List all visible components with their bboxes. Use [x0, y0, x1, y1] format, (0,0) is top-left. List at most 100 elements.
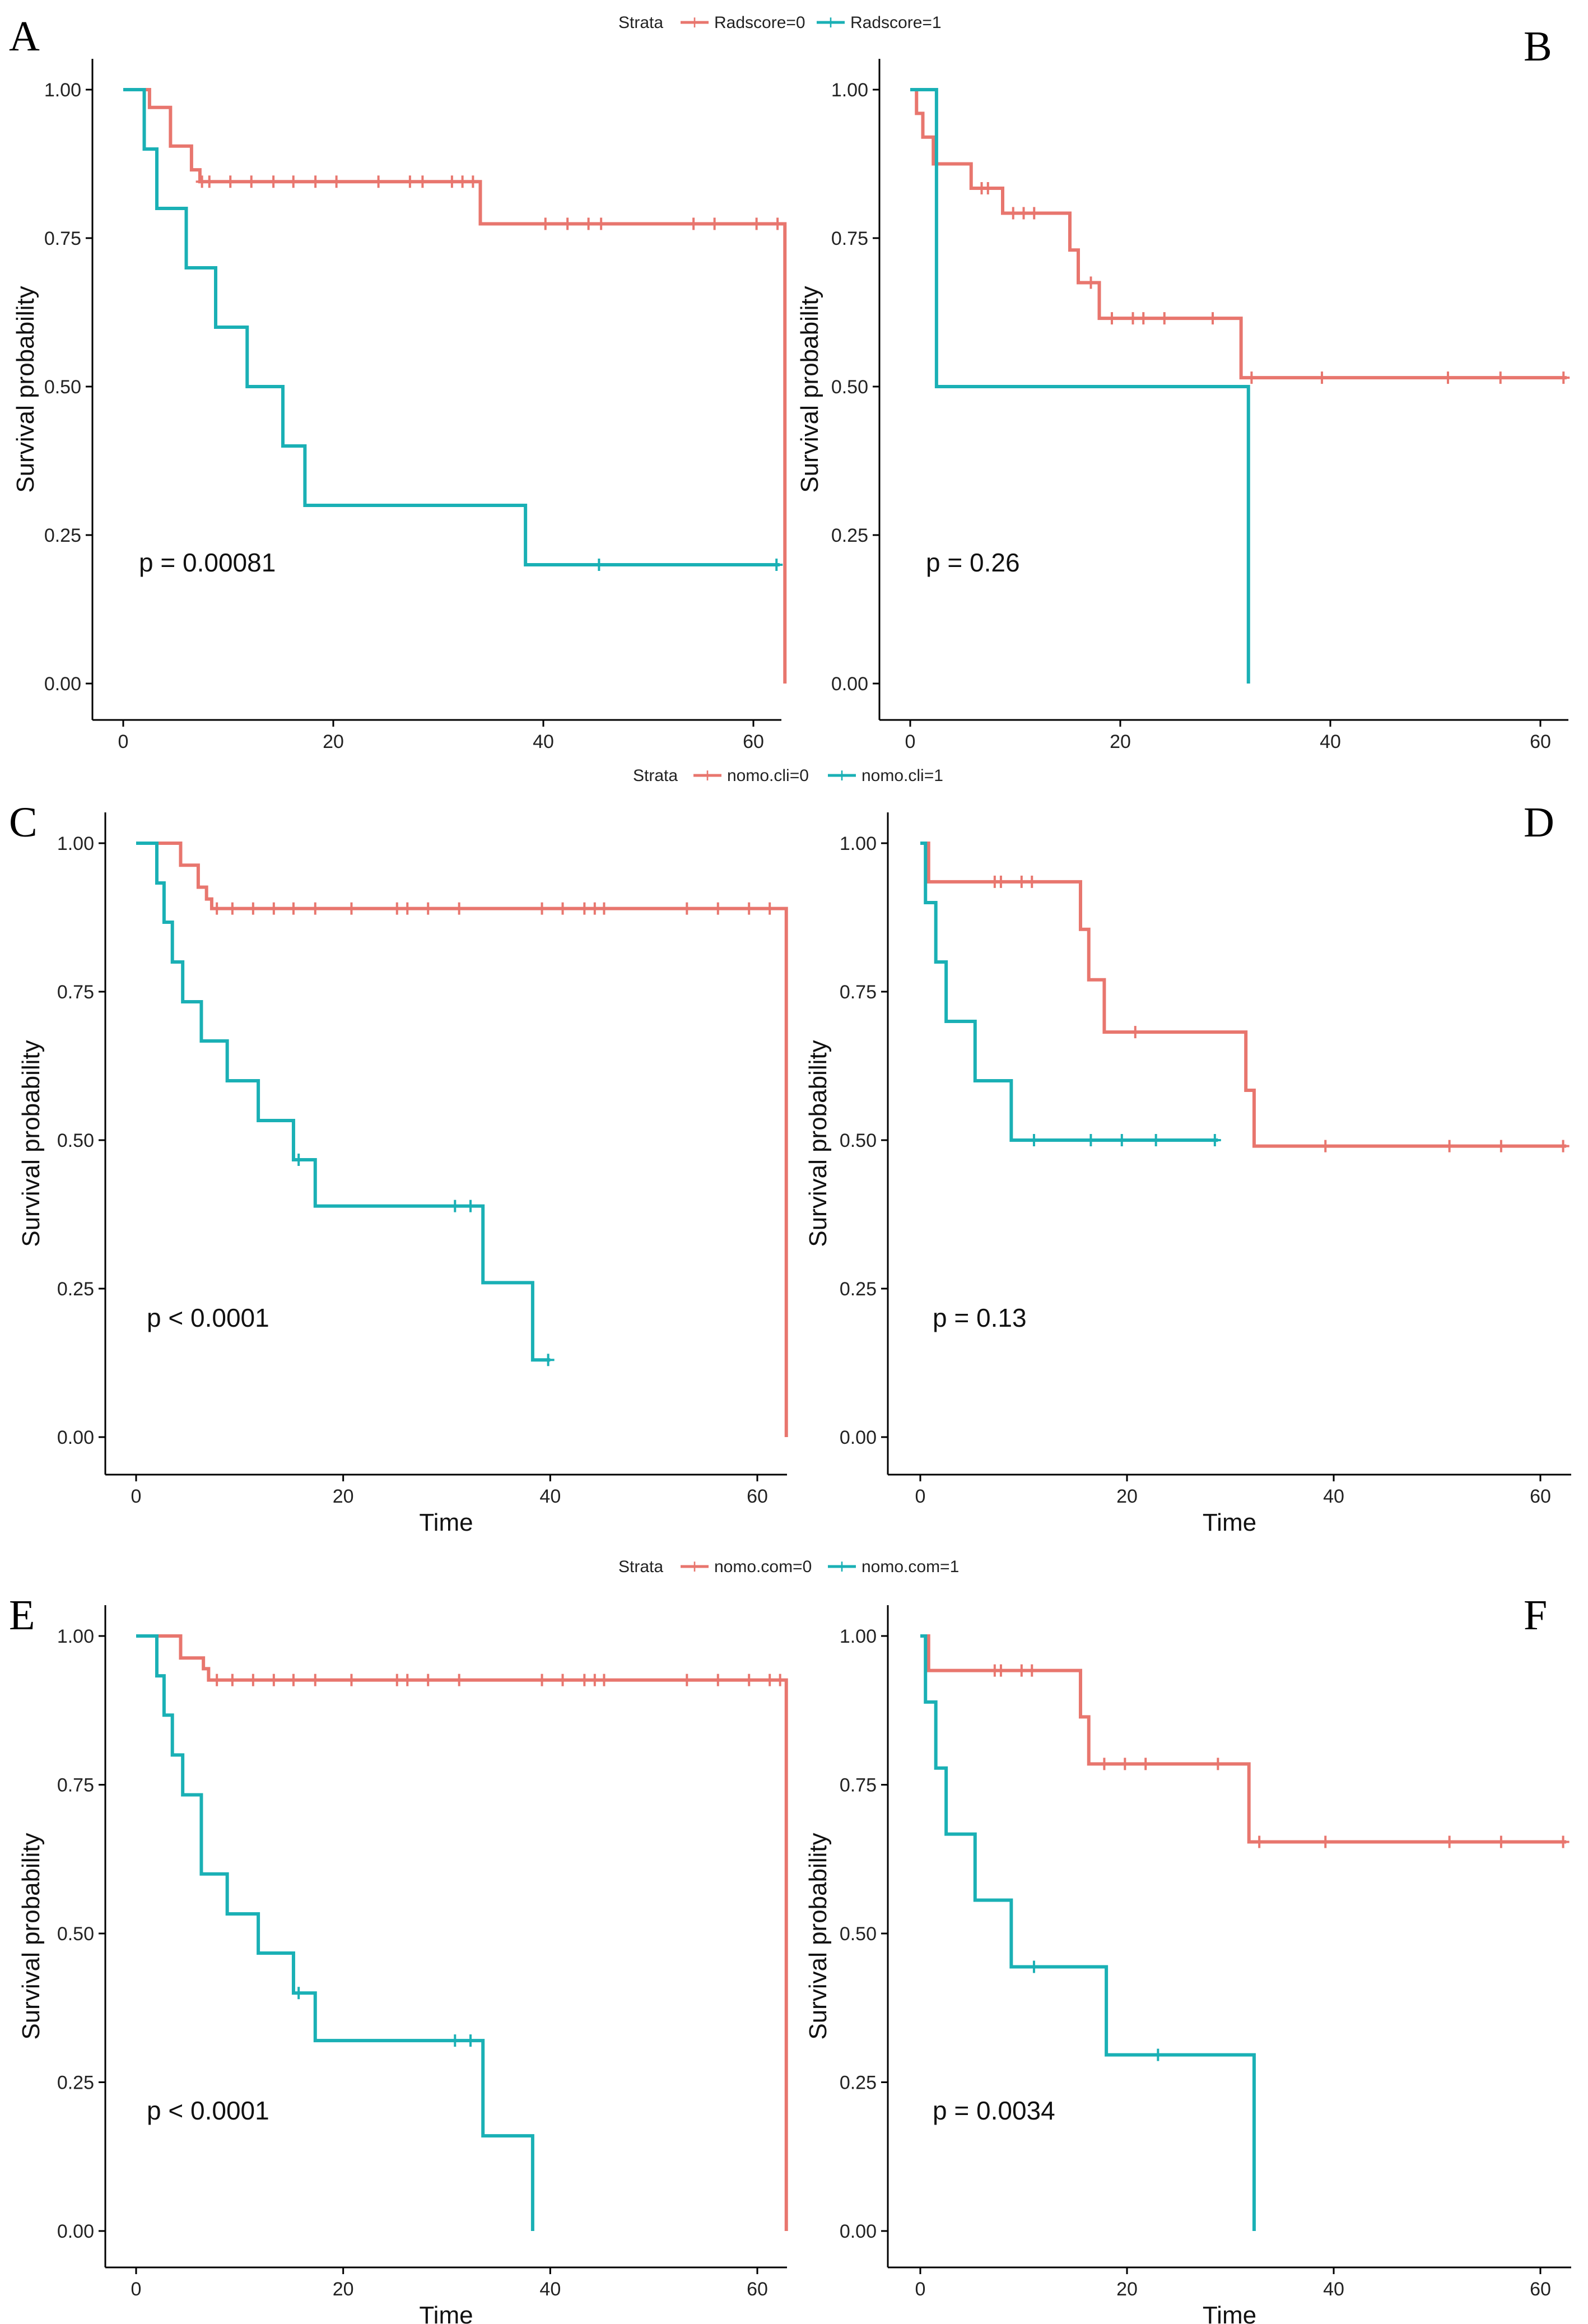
censor-mark — [1557, 1140, 1570, 1152]
censor-mark — [1098, 1758, 1111, 1770]
censor-mark — [345, 1674, 358, 1686]
censor-mark — [416, 175, 429, 188]
censor-mark — [556, 902, 569, 915]
censor-mark — [1442, 371, 1454, 384]
legend-2-label-0: nomo.cli=0 — [727, 766, 809, 785]
legend-3-label-0: nomo.com=0 — [714, 1558, 812, 1576]
panel-letter: E — [9, 1592, 35, 1639]
x-tick-label: 60 — [743, 731, 764, 752]
censor-mark — [1028, 207, 1041, 220]
p-value-label: p = 0.0034 — [933, 2096, 1055, 2125]
censor-mark — [598, 1674, 611, 1686]
x-tick-label: 40 — [539, 1486, 561, 1507]
y-tick-label: 0.00 — [831, 673, 868, 695]
y-axis-title: Survival probability — [804, 1040, 832, 1247]
censor-mark — [994, 875, 1007, 888]
survival-curve-group1 — [910, 88, 1250, 684]
censor-mark — [750, 217, 763, 230]
x-tick-label: 0 — [131, 1486, 142, 1507]
x-tick-label: 20 — [323, 731, 344, 752]
censor-mark — [1319, 1140, 1332, 1152]
censor-mark — [211, 902, 223, 915]
censor-mark — [287, 175, 300, 188]
censor-mark — [1007, 207, 1019, 220]
censor-mark — [390, 1674, 403, 1686]
legend-1-label-0: Radscore=0 — [714, 13, 805, 32]
censor-mark — [542, 1354, 555, 1366]
censor-mark — [687, 217, 700, 230]
p-value-label: p < 0.0001 — [147, 2096, 269, 2125]
censor-mark — [535, 1674, 548, 1686]
censor-mark — [681, 902, 693, 915]
x-tick-label: 20 — [333, 1486, 354, 1507]
x-tick-label: 60 — [1530, 2279, 1551, 2300]
censor-mark — [453, 1674, 465, 1686]
x-tick-label: 0 — [915, 1486, 926, 1507]
survival-curve-group0 — [920, 842, 1567, 1148]
x-tick-label: 40 — [1323, 1486, 1344, 1507]
censor-mark — [1026, 875, 1039, 888]
censor-mark — [1494, 1140, 1507, 1152]
x-tick-label: 20 — [333, 2279, 354, 2300]
legend-row-3: Strata + nomo.com=0 + nomo.com=1 — [618, 1555, 959, 1578]
censor-mark — [449, 1200, 462, 1212]
y-tick-label: 0.75 — [831, 228, 868, 249]
y-tick-label: 0.50 — [840, 1130, 877, 1151]
legend-1-cross-0: + — [688, 11, 700, 34]
censor-mark — [267, 1674, 280, 1686]
censor-mark — [1026, 1664, 1039, 1677]
censor-mark — [1015, 1664, 1028, 1677]
legend-2-cross-1: + — [836, 764, 847, 787]
censor-mark — [1129, 1026, 1142, 1039]
censor-mark — [681, 1674, 693, 1686]
censor-mark — [556, 1674, 569, 1686]
y-tick-label: 0.00 — [44, 673, 81, 695]
y-tick-label: 0.00 — [57, 2221, 94, 2242]
censor-mark — [309, 902, 322, 915]
legend-1-cross-1: + — [825, 11, 836, 34]
censor-mark — [464, 2034, 477, 2047]
survival-curve-group1 — [920, 1634, 1256, 2231]
y-tick-label: 0.25 — [840, 2072, 877, 2094]
censor-mark — [1207, 312, 1219, 325]
censor-mark — [708, 217, 721, 230]
censor-mark — [345, 902, 358, 915]
censor-mark — [539, 217, 552, 230]
x-axis-title: Time — [419, 2302, 473, 2324]
survival-curve-group1 — [136, 1634, 534, 2231]
survival-curve-group0 — [136, 1634, 788, 2231]
censor-mark — [593, 559, 606, 571]
censor-mark — [1494, 371, 1507, 384]
p-value-label: p = 0.26 — [926, 548, 1020, 577]
censor-mark — [1212, 1758, 1224, 1770]
x-tick-label: 40 — [1323, 2279, 1344, 2300]
panel-a: A 0.00 0.25 0.50 0.75 1.00 0 20 40 60 Survival pro… — [9, 13, 787, 752]
censor-mark — [1027, 1134, 1040, 1146]
censor-mark — [1557, 1835, 1570, 1848]
censor-mark — [226, 902, 239, 915]
censor-mark — [1443, 1140, 1456, 1152]
censor-mark — [1557, 371, 1570, 384]
y-tick-label: 0.25 — [840, 1279, 877, 1300]
censor-mark — [464, 1200, 477, 1212]
censor-mark — [267, 902, 280, 915]
censor-mark — [994, 1664, 1007, 1677]
legend-3-title: Strata — [618, 1558, 663, 1576]
censor-mark — [1494, 1835, 1507, 1848]
x-tick-label: 20 — [1116, 2279, 1138, 2300]
x-tick-label: 0 — [915, 2279, 926, 2300]
censor-mark — [456, 175, 469, 188]
censor-mark — [453, 902, 465, 915]
censor-mark — [246, 1674, 259, 1686]
x-tick-label: 40 — [533, 731, 554, 752]
censor-mark — [743, 902, 756, 915]
y-tick-label: 0.00 — [840, 2221, 877, 2242]
y-tick-label: 0.50 — [831, 377, 868, 398]
panel-f: F 0.00 0.25 0.50 0.75 1.00 0 20 40 60 Survival pro… — [804, 1592, 1571, 2324]
censor-mark — [1443, 1835, 1456, 1848]
y-tick-label: 0.25 — [57, 2072, 94, 2094]
censor-mark — [1084, 1134, 1097, 1146]
censor-mark — [1119, 1758, 1131, 1770]
censor-mark — [1208, 1134, 1221, 1146]
